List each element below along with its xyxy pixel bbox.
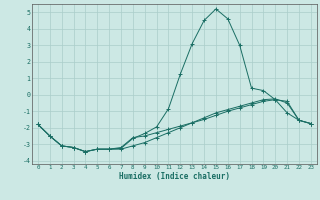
- X-axis label: Humidex (Indice chaleur): Humidex (Indice chaleur): [119, 172, 230, 181]
